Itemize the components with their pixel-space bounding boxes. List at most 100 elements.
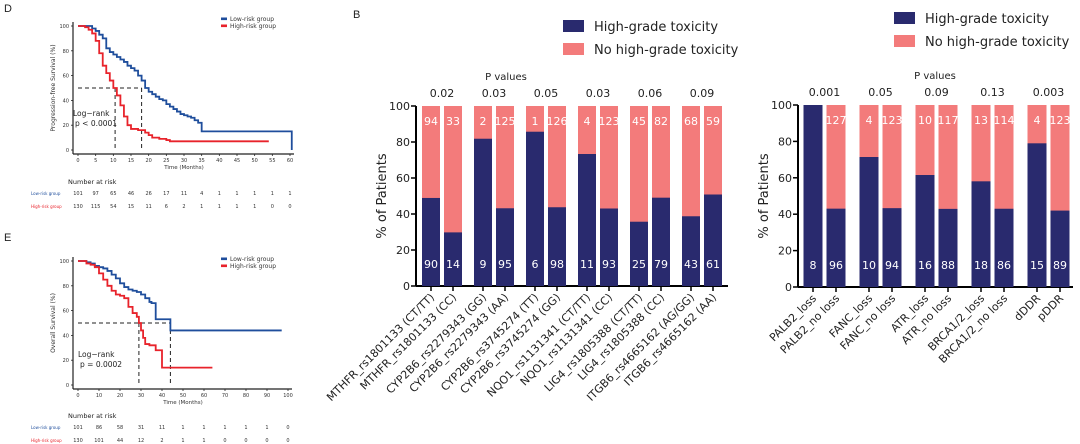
bar-high-grade bbox=[444, 232, 462, 286]
legend-swatch bbox=[894, 35, 915, 47]
pvalue-label: 0.13 bbox=[980, 86, 1005, 99]
risk-table-value: 1 bbox=[288, 191, 291, 197]
legend-swatch bbox=[221, 17, 227, 21]
risk-table-value: 1 bbox=[253, 191, 256, 197]
bar-count-no-high-grade: 68 bbox=[684, 115, 698, 128]
bar-count-no-high-grade: 13 bbox=[974, 114, 988, 127]
bar-count-high-grade: 86 bbox=[997, 259, 1011, 272]
low-risk-curve bbox=[78, 25, 293, 150]
bar-high-grade bbox=[474, 138, 492, 286]
x-tick-label: 90 bbox=[264, 393, 270, 399]
y-tick-label: 0 bbox=[403, 280, 410, 293]
x-tick-label: 5 bbox=[94, 158, 97, 164]
risk-table-value: 0 bbox=[265, 438, 268, 444]
risk-table-value: 86 bbox=[96, 425, 102, 431]
bar-high-grade bbox=[826, 208, 846, 287]
x-tick-label: 50 bbox=[180, 393, 186, 399]
bar-high-grade bbox=[803, 105, 823, 287]
bar-count-high-grade: 11 bbox=[580, 258, 594, 271]
risk-table-value: 1 bbox=[218, 204, 221, 210]
bar-high-grade bbox=[1050, 210, 1070, 287]
bar-high-grade bbox=[548, 207, 566, 286]
bar-count-no-high-grade: 2 bbox=[480, 115, 487, 128]
x-tick-label: 30 bbox=[181, 158, 187, 164]
x-tick-label: 10 bbox=[110, 158, 116, 164]
y-tick-label: 20 bbox=[396, 244, 410, 257]
bar-chart-B-right: High-grade toxicity No high-grade toxicit… bbox=[757, 12, 1073, 366]
bar-count-no-high-grade: 126 bbox=[547, 115, 568, 128]
x-tick-label: 25 bbox=[163, 158, 169, 164]
pvalue-label: 0.05 bbox=[868, 86, 893, 99]
bar-count-no-high-grade: 45 bbox=[632, 115, 646, 128]
bar-count-no-high-grade: 10 bbox=[918, 114, 932, 127]
risk-table-value: 1 bbox=[200, 204, 203, 210]
bar-count-high-grade: 93 bbox=[602, 258, 616, 271]
y-tick-label: 60 bbox=[63, 309, 69, 315]
bar-count-no-high-grade: 123 bbox=[599, 115, 620, 128]
y-tick-label: 40 bbox=[778, 208, 792, 221]
risk-table-value: 1 bbox=[181, 425, 184, 431]
x-tick-label: 40 bbox=[216, 158, 222, 164]
x-tick-label: 20 bbox=[145, 158, 151, 164]
pvalue-label: 0.06 bbox=[638, 87, 663, 100]
bar-count-high-grade: 9 bbox=[480, 258, 487, 271]
x-tick-label: 0 bbox=[76, 158, 79, 164]
legend-label: High-grade toxicity bbox=[925, 12, 1049, 27]
x-tick-label: 60 bbox=[201, 393, 207, 399]
x-tick-label: 35 bbox=[198, 158, 204, 164]
bar-high-grade bbox=[652, 197, 670, 286]
bar-count-no-high-grade: 4 bbox=[584, 115, 591, 128]
risk-table-value: 115 bbox=[91, 204, 101, 210]
pvalue-label: 0.09 bbox=[690, 87, 715, 100]
y-axis-title: % of Patients bbox=[375, 153, 390, 238]
risk-table-value: 58 bbox=[117, 425, 123, 431]
y-axis-title: % of Patients bbox=[757, 153, 772, 238]
x-tick-label: 55 bbox=[269, 158, 275, 164]
risk-table-value: 4 bbox=[200, 191, 203, 197]
y-tick-label: 80 bbox=[396, 136, 410, 149]
risk-table-value: 1 bbox=[244, 425, 247, 431]
legend-swatch bbox=[221, 257, 227, 261]
y-tick-label: 20 bbox=[778, 245, 792, 258]
legend-label: High-grade toxicity bbox=[594, 20, 718, 35]
x-tick-label: 30 bbox=[138, 393, 144, 399]
legend-swatch bbox=[894, 12, 915, 24]
risk-table-value: 46 bbox=[128, 191, 134, 197]
x-tick-label: 40 bbox=[159, 393, 165, 399]
y-tick-label: 40 bbox=[63, 333, 69, 339]
panel-label-e: E bbox=[4, 232, 12, 244]
risk-table-value: 101 bbox=[94, 438, 104, 444]
risk-table-value: 130 bbox=[73, 438, 83, 444]
bar-count-high-grade: 95 bbox=[498, 258, 512, 271]
risk-table-value: 130 bbox=[73, 204, 83, 210]
bar-high-grade bbox=[422, 197, 440, 286]
bar-count-high-grade: 98 bbox=[550, 258, 564, 271]
risk-table-value: 17 bbox=[163, 191, 169, 197]
bar-count-high-grade: 16 bbox=[918, 259, 932, 272]
bar-count-high-grade: 90 bbox=[424, 258, 438, 271]
pvalues-title: P values bbox=[914, 71, 956, 82]
bar-count-high-grade: 10 bbox=[862, 259, 876, 272]
x-tick-label: pDDR bbox=[1035, 292, 1067, 324]
y-axis-title: Progression-free Survival (%) bbox=[50, 44, 57, 131]
low-risk-curve bbox=[78, 260, 282, 332]
logrank-label: Log−rank bbox=[73, 109, 110, 118]
y-tick-label: 80 bbox=[63, 284, 69, 290]
bar-count-no-high-grade: 59 bbox=[706, 115, 720, 128]
y-tick-label: 60 bbox=[63, 74, 69, 80]
y-tick-label: 0 bbox=[66, 148, 69, 154]
bar-count-high-grade: 15 bbox=[1030, 259, 1044, 272]
bar-count-high-grade: 43 bbox=[684, 258, 698, 271]
bar-count-high-grade: 79 bbox=[654, 258, 668, 271]
risk-table-row-label: Low-risk group bbox=[31, 191, 61, 196]
risk-table-value: 44 bbox=[117, 438, 123, 444]
risk-table-value: 1 bbox=[181, 438, 184, 444]
bar-count-high-grade: 89 bbox=[1053, 259, 1067, 272]
legend-label: Low-risk group bbox=[230, 256, 274, 263]
risk-table-value: 0 bbox=[223, 438, 226, 444]
x-tick-label: 20 bbox=[117, 393, 123, 399]
x-axis-title: Time (Months) bbox=[163, 165, 204, 171]
bar-high-grade bbox=[526, 131, 544, 286]
risk-table-value: 26 bbox=[145, 191, 151, 197]
bar-high-grade bbox=[682, 216, 700, 286]
